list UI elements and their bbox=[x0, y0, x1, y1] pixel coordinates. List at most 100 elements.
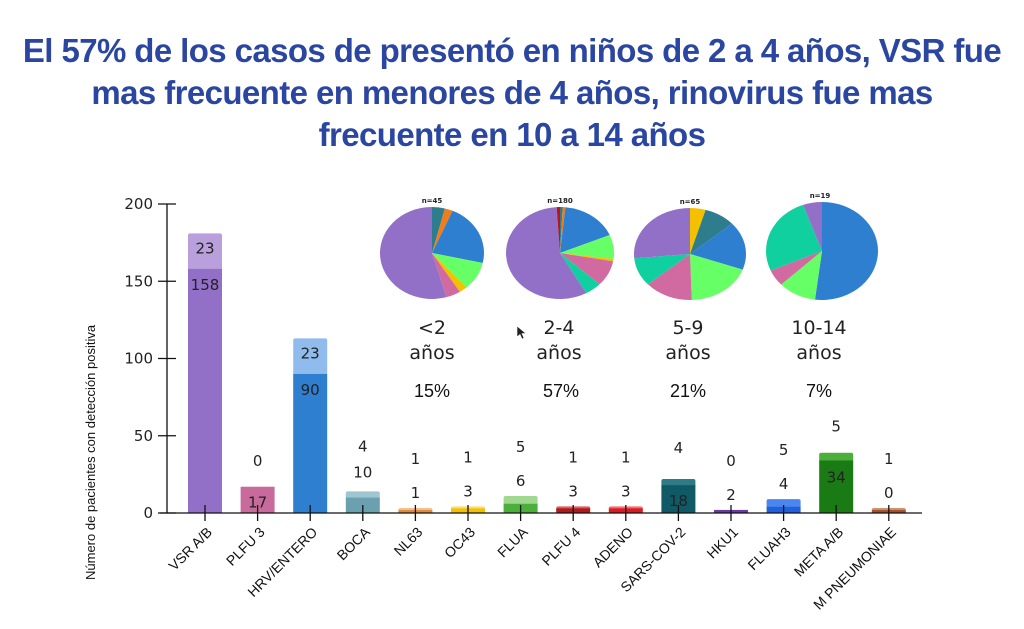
pie-slice bbox=[560, 207, 563, 253]
bar-value-label-upper: 1 bbox=[568, 448, 578, 466]
bar-value-label-lower: 3 bbox=[463, 482, 473, 500]
y-tick-label: 200 bbox=[124, 195, 153, 213]
bar-group: 54 bbox=[766, 441, 801, 521]
x-category-label: PLFU 4 bbox=[538, 524, 583, 569]
pie-slice bbox=[505, 207, 587, 300]
bar-group: 02 bbox=[714, 452, 748, 521]
bar-value-label-upper: 23 bbox=[195, 239, 214, 257]
bar-value-label-upper: 1 bbox=[621, 448, 631, 466]
pie-chart: n=180 bbox=[505, 197, 614, 300]
age-unit-label: años bbox=[409, 342, 454, 364]
bar-value-label-upper: 0 bbox=[726, 452, 736, 470]
pie-slice bbox=[647, 254, 692, 300]
bar-value-label-upper: 5 bbox=[831, 418, 841, 436]
pie-slice bbox=[690, 209, 733, 254]
y-ticks: 0 50 100 150 200 bbox=[124, 195, 176, 522]
bar-group: 23 158 bbox=[188, 233, 222, 521]
bar-value-label-upper: 4 bbox=[358, 437, 368, 455]
bar-segment-upper bbox=[188, 233, 222, 271]
pie-charts: n=45 n=180 n=65 n=19 bbox=[380, 192, 879, 300]
age-group: <2 años 15% bbox=[409, 317, 454, 401]
age-unit-label: años bbox=[796, 342, 841, 364]
pie-n-label: n=65 bbox=[680, 198, 701, 206]
y-tick-label: 0 bbox=[143, 504, 153, 522]
x-category-label: FLUA bbox=[494, 523, 531, 560]
age-unit-label: años bbox=[536, 342, 581, 364]
pie-slice bbox=[690, 223, 746, 270]
pie-slice bbox=[560, 207, 610, 253]
bar-value-label-upper: 0 bbox=[253, 452, 263, 470]
bar-value-label-lower: 158 bbox=[191, 276, 220, 294]
x-category-label: ADENO bbox=[589, 524, 636, 571]
pie-slice bbox=[560, 253, 614, 285]
y-tick-label: 100 bbox=[124, 350, 153, 368]
age-range-label: 2-4 bbox=[543, 317, 574, 339]
age-unit-label: años bbox=[665, 342, 710, 364]
x-category-label: META A/B bbox=[791, 524, 847, 580]
bar-group: 11 bbox=[398, 450, 433, 521]
bar-group: 4 18 bbox=[661, 439, 696, 521]
pie-chart: n=65 bbox=[634, 198, 746, 300]
pie-slice bbox=[432, 207, 445, 253]
pie-slice bbox=[634, 254, 690, 285]
bar-group: 10 bbox=[871, 450, 906, 521]
age-percent-label: 15% bbox=[414, 381, 450, 401]
pie-slice bbox=[781, 251, 822, 300]
bar-value-label-lower: 4 bbox=[779, 475, 789, 493]
age-group: 5-9 años 21% bbox=[665, 317, 710, 401]
pie-slice bbox=[690, 254, 743, 300]
age-group: 2-4 años 57% bbox=[536, 317, 581, 401]
bar-value-label-lower: 3 bbox=[568, 482, 578, 500]
bar-segment-lower bbox=[819, 460, 854, 513]
y-tick-label: 150 bbox=[124, 272, 153, 290]
bar-group: 0 17 bbox=[240, 452, 275, 521]
bar-value-label-lower: 0 bbox=[884, 484, 894, 502]
bar-value-label-lower: 10 bbox=[353, 463, 372, 481]
bar-group: 23 90 bbox=[293, 338, 328, 521]
bar-value-label-upper: 23 bbox=[301, 344, 320, 362]
mouse-cursor-icon bbox=[516, 325, 527, 340]
bar-segment-lower bbox=[293, 373, 328, 513]
age-range-label: <2 bbox=[418, 317, 446, 339]
bar-segment-upper bbox=[819, 452, 854, 463]
bar-value-label-lower: 1 bbox=[411, 484, 421, 502]
bar-segment-upper bbox=[345, 491, 380, 500]
x-category-label: BOCA bbox=[334, 523, 374, 563]
pie-slice bbox=[814, 202, 879, 300]
bar-value-label-lower: 18 bbox=[669, 492, 688, 510]
age-group: 10-14 años 7% bbox=[791, 317, 846, 401]
pie-slice bbox=[560, 234, 614, 260]
pie-slice bbox=[380, 207, 447, 299]
bar-segment-upper bbox=[766, 499, 801, 509]
pie-slice bbox=[560, 207, 566, 253]
y-axis-label: Número de pacientes con detección positi… bbox=[83, 324, 98, 580]
pie-n-label: n=45 bbox=[422, 197, 443, 205]
bar-value-label-upper: 1 bbox=[411, 450, 421, 468]
pie-slice bbox=[432, 253, 483, 288]
x-category-label: HKU1 bbox=[703, 524, 741, 562]
bar-value-label-upper: 4 bbox=[674, 439, 684, 457]
bar-value-label-lower: 2 bbox=[726, 486, 736, 504]
pie-slice bbox=[690, 208, 706, 254]
bar-value-label-lower: 17 bbox=[248, 494, 267, 512]
slide-title: El 57% de los casos de presentó en niños… bbox=[22, 32, 1002, 153]
bar-value-label-upper: 5 bbox=[516, 438, 526, 456]
pie-chart: n=19 bbox=[765, 192, 879, 300]
pie-chart: n=45 bbox=[380, 197, 484, 299]
age-group-labels: <2 años 15% 2-4 años 57% 5-9 años 21% 10-14 años 7% bbox=[409, 317, 846, 401]
age-percent-label: 57% bbox=[543, 381, 579, 401]
x-category-label: PLFU 3 bbox=[223, 524, 268, 569]
bar-value-label-upper: 1 bbox=[884, 450, 894, 468]
x-category-label: FLUAH3 bbox=[744, 524, 793, 573]
x-category-label: VSR A/B bbox=[165, 524, 215, 574]
bar-value-label-upper: 1 bbox=[463, 448, 473, 466]
bar-group: 5 34 bbox=[819, 418, 854, 521]
bar-group: 13 bbox=[451, 448, 485, 521]
bar-value-label-upper: 5 bbox=[779, 441, 789, 459]
bar-value-label-lower: 34 bbox=[827, 468, 846, 486]
x-category-label: OC43 bbox=[441, 524, 478, 561]
age-percent-label: 7% bbox=[806, 381, 832, 401]
